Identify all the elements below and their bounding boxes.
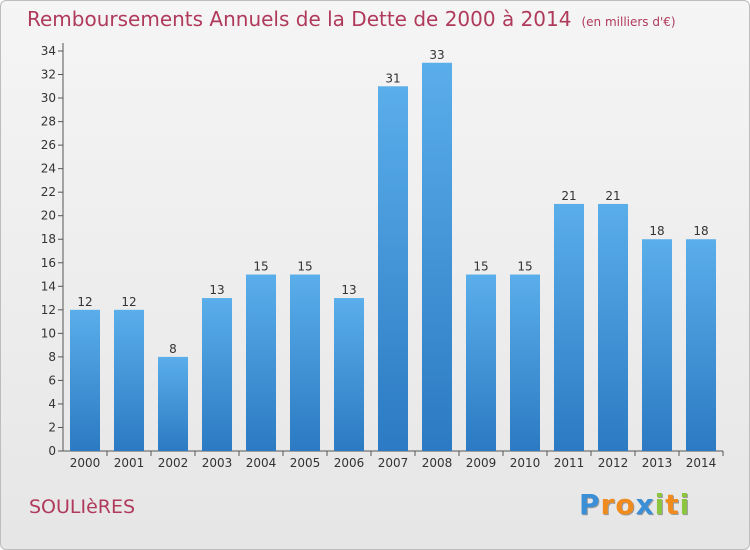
bar [114,309,144,451]
logo-letter: i [654,488,666,521]
chart-title-text: Remboursements Annuels de la Dette de 20… [27,7,572,31]
bar [290,274,320,451]
bar-value-label: 15 [473,260,488,274]
y-tick-label: 22 [41,185,56,199]
bar-value-label: 33 [429,48,444,62]
chart-subtitle: (en milliers d'€) [581,15,676,29]
y-tick-label: 24 [41,162,56,176]
logo-letter: o [615,488,636,521]
y-tick-label: 30 [41,91,56,105]
bar [598,203,628,451]
y-tick-label: 12 [41,303,56,317]
y-tick-label: 26 [41,138,56,152]
y-tick-label: 16 [41,256,56,270]
proxiti-logo: Proxiti [579,488,690,521]
bar-value-label: 12 [121,295,136,309]
logo-letter: t [665,488,680,521]
logo-letter: r [600,488,616,521]
x-tick-label: 2013 [642,456,673,470]
bar [466,274,496,451]
bar-value-label: 8 [169,342,177,356]
y-tick-label: 8 [48,350,56,364]
y-tick-label: 4 [48,397,56,411]
x-tick-label: 2006 [334,456,365,470]
logo-letter: i [679,488,691,521]
y-tick-label: 20 [41,209,56,223]
bar-value-label: 18 [693,224,708,238]
y-tick-label: 18 [41,232,56,246]
x-tick-label: 2005 [290,456,321,470]
logo-letter: P [579,488,601,521]
y-tick-label: 32 [41,68,56,82]
bar-value-label: 13 [341,283,356,297]
bar-value-label: 18 [649,224,664,238]
y-tick-label: 34 [41,44,56,58]
bar [70,309,100,451]
bar [422,62,452,451]
y-tick-label: 10 [41,326,56,340]
bar [642,239,672,451]
bar-value-label: 15 [253,260,268,274]
logo-letter: x [635,488,655,521]
x-tick-label: 2007 [378,456,409,470]
bar-value-label: 31 [385,71,400,85]
bar [246,274,276,451]
bar [334,298,364,451]
x-tick-label: 2000 [70,456,101,470]
bar [686,239,716,451]
bar-value-label: 12 [77,295,92,309]
x-tick-label: 2014 [686,456,717,470]
bar [378,86,408,451]
x-tick-label: 2001 [114,456,145,470]
commune-name: SOULIèRES [29,496,136,518]
x-tick-label: 2011 [554,456,585,470]
bar-value-label: 15 [517,260,532,274]
chart-title: Remboursements Annuels de la Dette de 20… [27,7,676,31]
x-tick-label: 2008 [422,456,453,470]
y-tick-label: 2 [48,420,56,434]
bar [510,274,540,451]
bar-value-label: 15 [297,260,312,274]
y-tick-label: 14 [41,279,56,293]
bar-value-label: 13 [209,283,224,297]
y-tick-label: 6 [48,373,56,387]
bar [158,356,188,451]
x-tick-label: 2010 [510,456,541,470]
y-tick-label: 28 [41,115,56,129]
x-tick-label: 2012 [598,456,629,470]
bar-value-label: 21 [605,189,620,203]
x-tick-label: 2003 [202,456,233,470]
bar [202,298,232,451]
x-tick-label: 2002 [158,456,189,470]
bar [554,203,584,451]
x-tick-label: 2009 [466,456,497,470]
x-tick-label: 2004 [246,456,277,470]
y-tick-label: 0 [48,444,56,458]
bar-value-label: 21 [561,189,576,203]
